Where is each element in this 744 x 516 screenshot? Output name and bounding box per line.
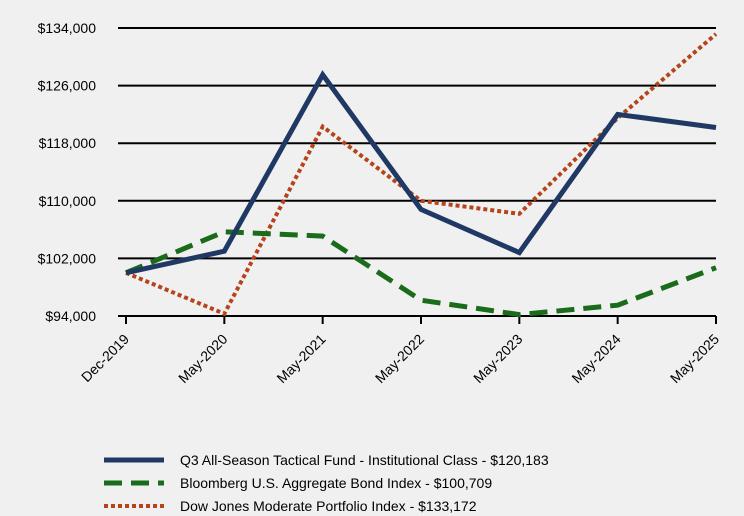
x-tick-label: May-2020 (175, 331, 230, 386)
y-tick-label: $118,000 (39, 135, 97, 151)
y-tick-label: $134,000 (38, 20, 97, 36)
y-tick-label: $94,000 (45, 308, 96, 324)
x-tick-label: May-2023 (470, 331, 525, 386)
series-line-1 (125, 70, 717, 276)
x-tick-label: May-2025 (667, 331, 722, 386)
legend: Q3 All-Season Tactical Fund - Institutio… (104, 452, 549, 514)
y-axis-ticks: $94,000 $102,000 $110,000 $118,000 $126,000 $… (38, 20, 97, 324)
x-tick-label: Dec-2019 (78, 331, 132, 385)
x-tick-label: May-2022 (372, 331, 427, 386)
y-tick-label: $126,000 (38, 78, 97, 94)
legend-label-3: Dow Jones Moderate Portfolio Index - $13… (180, 498, 477, 514)
x-tick-label: May-2024 (568, 331, 623, 386)
series-lines (125, 32, 718, 318)
series-line-3 (125, 32, 718, 317)
legend-label-1: Q3 All-Season Tactical Fund - Institutio… (180, 452, 549, 468)
x-axis: Dec-2019 May-2020 May-2021 May-2022 May-2023… (78, 316, 722, 386)
gridlines (118, 27, 716, 317)
legend-label-2: Bloomberg U.S. Aggregate Bond Index - $1… (180, 475, 492, 491)
y-tick-label: $110,000 (39, 193, 97, 209)
x-tick-label: May-2021 (273, 331, 328, 386)
y-tick-label: $102,000 (38, 250, 97, 266)
series-line-2 (125, 229, 717, 318)
